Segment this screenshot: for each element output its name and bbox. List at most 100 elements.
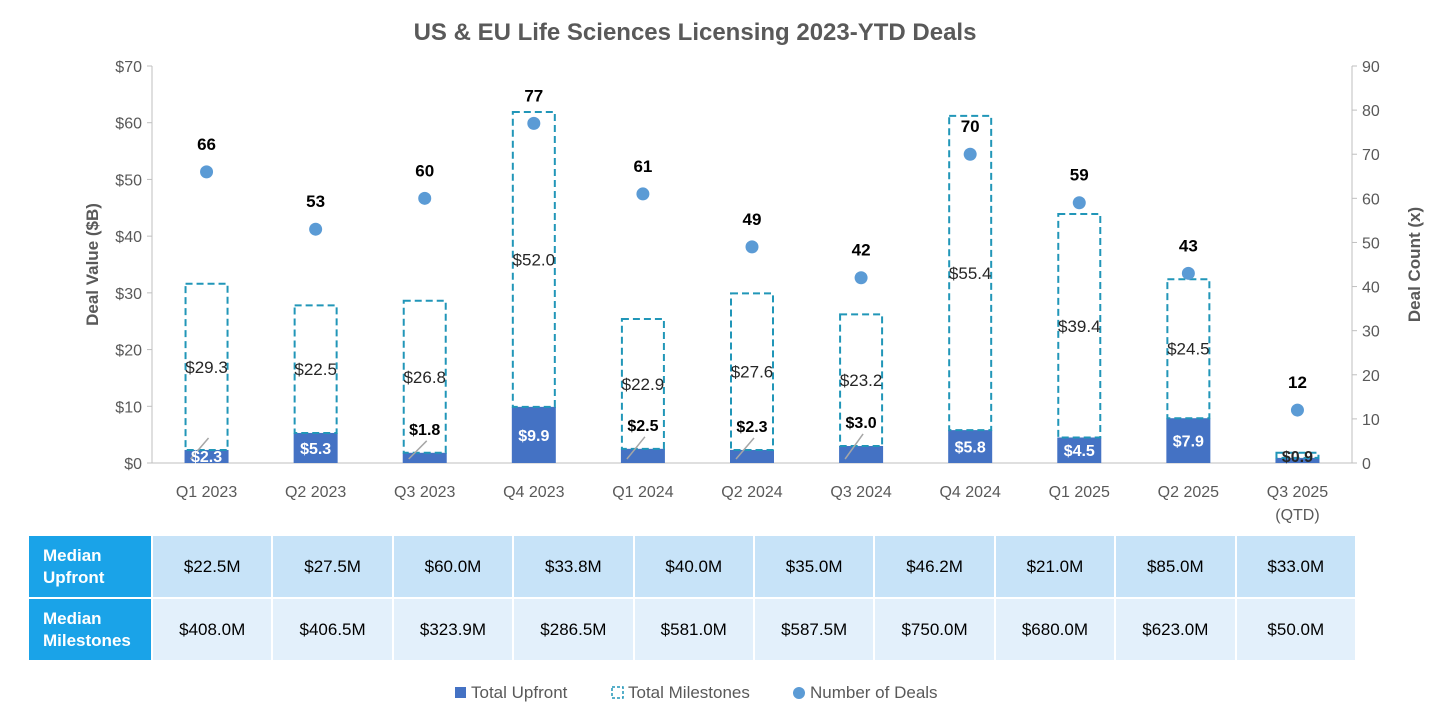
deal-count-dot <box>309 222 323 236</box>
milestones-bar <box>948 114 993 432</box>
deal-count-label: 12 <box>1288 373 1307 392</box>
row-header-line: Upfront <box>43 567 105 587</box>
left-tick-label: $10 <box>115 399 142 416</box>
deal-count-dot <box>636 187 650 201</box>
deal-count-label: 66 <box>197 135 216 154</box>
upfront-bar <box>1166 418 1211 463</box>
right-tick-label: 60 <box>1362 191 1380 208</box>
deal-count-label: 43 <box>1179 236 1198 255</box>
table-cell: $46.2M <box>875 536 994 597</box>
table-cell: $22.5M <box>153 536 272 597</box>
median-upfront-row: Median Upfront $22.5M $27.5M $60.0M $33.8M $40… <box>29 536 1355 597</box>
left-tick-label: $30 <box>115 286 142 303</box>
deal-count-dot <box>1290 403 1304 417</box>
milestones-label: $26.8 <box>403 368 446 387</box>
right-tick-label: 40 <box>1362 280 1380 297</box>
y2-axis-title: Deal Count (x) <box>1405 207 1424 322</box>
upfront-bar <box>620 448 665 463</box>
milestones-bar <box>402 299 447 454</box>
table-cell: $60.0M <box>393 536 513 597</box>
milestones-bar <box>293 304 338 434</box>
upfront-label: $5.3 <box>300 441 331 458</box>
table-cell: $27.5M <box>273 536 392 597</box>
deal-count-dot <box>418 191 432 205</box>
upfront-leader-line <box>626 436 646 460</box>
deal-count-label: 59 <box>1070 166 1089 185</box>
upfront-label: $0.9 <box>1282 449 1313 466</box>
x-tick-label: Q2 2025 <box>1158 484 1219 501</box>
deal-count-dot <box>745 240 759 254</box>
row-header: Median Milestones <box>29 599 151 660</box>
milestones-bar <box>620 317 665 450</box>
right-tick-label: 70 <box>1362 147 1380 164</box>
milestones-label: $27.6 <box>731 363 774 382</box>
milestones-bar <box>1275 451 1320 459</box>
milestones-bar <box>1057 213 1102 439</box>
legend-upfront-swatch <box>455 687 466 698</box>
table-cell: $623.0M <box>1116 599 1235 660</box>
left-tick-label: $40 <box>115 229 142 246</box>
right-tick-label: 0 <box>1362 456 1371 473</box>
deal-count-dot <box>963 147 977 161</box>
upfront-label: $3.0 <box>846 415 877 432</box>
table-cell: $85.0M <box>1116 536 1235 597</box>
upfront-bar <box>511 406 556 463</box>
chart-title: US & EU Life Sciences Licensing 2023-YTD… <box>414 19 977 46</box>
right-tick-label: 10 <box>1362 412 1380 429</box>
table-cell: $581.0M <box>634 599 753 660</box>
table-cell: $408.0M <box>153 599 272 660</box>
milestones-label: $23.2 <box>840 371 883 390</box>
deals-chart: US & EU Life Sciences Licensing 2023-YTD… <box>83 19 1424 524</box>
row-header-line: Milestones <box>43 630 131 650</box>
x-tick-label: Q3 2023 <box>394 484 455 501</box>
x-tick-label: Q1 2023 <box>176 484 237 501</box>
upfront-bar <box>402 452 447 463</box>
legend-milestones-swatch <box>611 686 624 699</box>
milestones-label: $22.5 <box>294 360 337 379</box>
upfront-bar <box>730 449 774 463</box>
milestones-label: $22.9 <box>622 375 665 394</box>
x-tick-label: Q2 2023 <box>285 484 346 501</box>
upfront-label: $7.9 <box>1173 434 1204 451</box>
x-tick-label: Q1 2024 <box>612 484 673 501</box>
right-tick-label: 20 <box>1362 368 1380 385</box>
x-tick-label: Q3 2025 <box>1267 484 1328 501</box>
y-axis-title: Deal Value ($B) <box>83 203 102 326</box>
left-tick-label: $0 <box>124 456 142 473</box>
row-header-line: Median <box>43 608 102 628</box>
milestones-label: $39.4 <box>1058 317 1101 336</box>
median-table: Median Upfront $22.5M $27.5M $60.0M $33.8M $40… <box>27 534 1357 662</box>
deal-count-dot <box>854 271 868 285</box>
milestones-label: $55.4 <box>949 264 992 283</box>
deal-count-label: 70 <box>961 117 980 136</box>
upfront-leader-line <box>189 437 210 460</box>
row-header-line: Median <box>43 545 102 565</box>
table-cell: $680.0M <box>995 599 1115 660</box>
x-tick-label: Q4 2024 <box>939 484 1000 501</box>
left-tick-label: $20 <box>115 343 142 360</box>
row-header: Median Upfront <box>29 536 151 597</box>
upfront-bar <box>839 445 884 463</box>
upfront-label: $4.5 <box>1064 443 1095 460</box>
deal-count-label: 77 <box>524 86 543 105</box>
upfront-label: $2.3 <box>736 419 767 436</box>
milestones-bar <box>839 313 884 447</box>
table-cell: $33.8M <box>514 536 633 597</box>
upfront-bar <box>293 432 338 463</box>
table-cell: $323.9M <box>393 599 513 660</box>
deal-count-dot <box>527 116 541 130</box>
x-tick-label: Q3 2024 <box>830 484 891 501</box>
left-tick-label: $60 <box>115 116 142 133</box>
legend-milestones-label: Total Milestones <box>628 683 750 702</box>
milestones-label: $52.0 <box>513 250 556 269</box>
upfront-bar <box>1057 437 1102 463</box>
table-cell: $50.0M <box>1236 599 1355 660</box>
deal-count-label: 53 <box>306 192 325 211</box>
deal-count-label: 42 <box>852 241 871 260</box>
milestones-bar <box>511 110 556 408</box>
legend-deals-label: Number of Deals <box>810 683 938 702</box>
deal-count-label: 60 <box>415 161 434 180</box>
upfront-label: $9.9 <box>518 428 549 445</box>
table-cell: $40.0M <box>634 536 753 597</box>
x-tick-label: Q4 2023 <box>503 484 564 501</box>
